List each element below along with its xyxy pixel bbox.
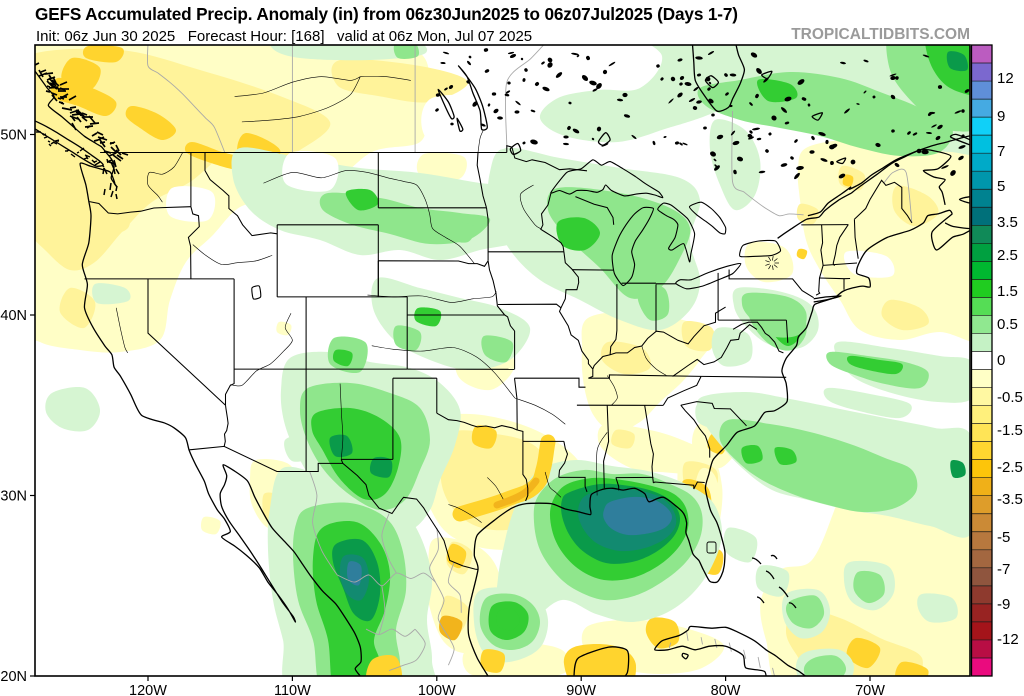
- svg-text:2.5: 2.5: [997, 247, 1018, 264]
- svg-text:-1.5: -1.5: [997, 422, 1023, 439]
- svg-text:-3.5: -3.5: [997, 491, 1023, 508]
- svg-text:-12: -12: [997, 631, 1019, 648]
- svg-text:40N: 40N: [0, 308, 27, 324]
- svg-text:90W: 90W: [566, 683, 596, 696]
- svg-text:100W: 100W: [418, 683, 456, 696]
- svg-text:5: 5: [997, 178, 1005, 195]
- svg-text:7: 7: [997, 143, 1005, 160]
- svg-text:30N: 30N: [0, 489, 27, 505]
- svg-text:3.5: 3.5: [997, 214, 1018, 231]
- svg-text:-9: -9: [997, 596, 1010, 613]
- svg-text:0: 0: [997, 352, 1005, 369]
- svg-text:80W: 80W: [711, 683, 741, 696]
- svg-text:-0.5: -0.5: [997, 389, 1023, 406]
- svg-text:70W: 70W: [855, 683, 885, 696]
- svg-text:120W: 120W: [129, 683, 167, 696]
- svg-text:-5: -5: [997, 529, 1010, 546]
- svg-text:1.5: 1.5: [997, 283, 1018, 300]
- svg-text:9: 9: [997, 108, 1005, 125]
- svg-text:20N: 20N: [0, 669, 27, 685]
- svg-text:-2.5: -2.5: [997, 459, 1023, 476]
- svg-text:12: 12: [997, 70, 1014, 87]
- svg-text:0.5: 0.5: [997, 316, 1018, 333]
- svg-text:110W: 110W: [274, 683, 311, 696]
- svg-text:50N: 50N: [0, 128, 27, 144]
- svg-text:-7: -7: [997, 561, 1010, 578]
